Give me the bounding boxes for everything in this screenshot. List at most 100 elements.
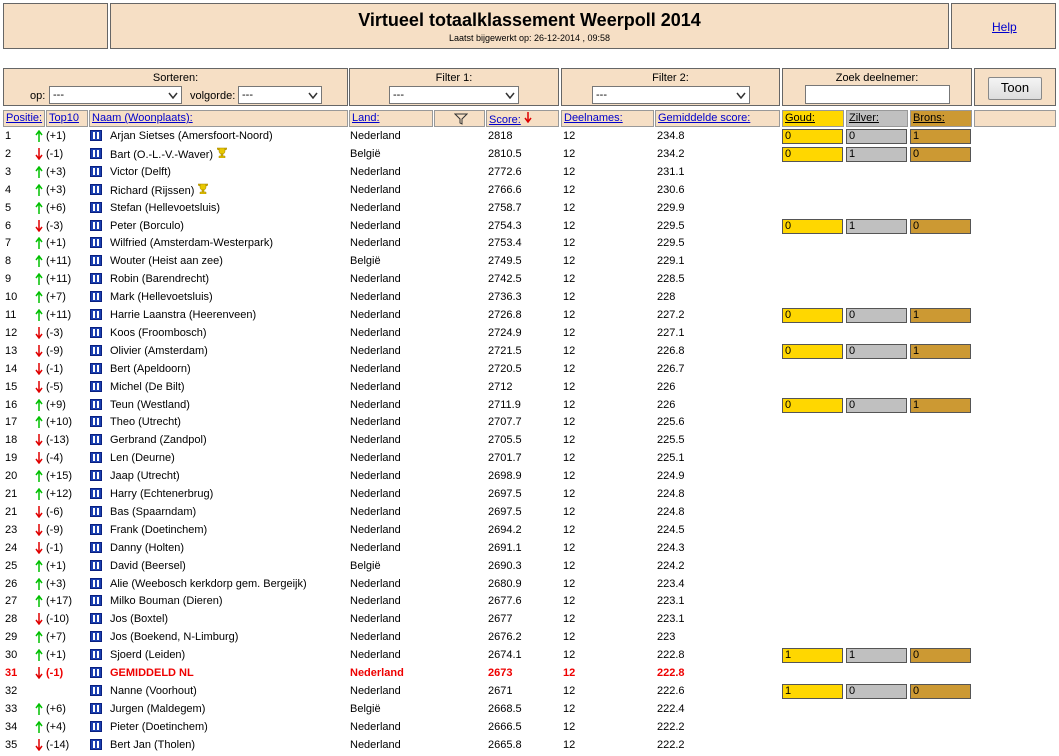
profile-icon[interactable] (90, 541, 102, 553)
profile-icon[interactable] (90, 273, 102, 285)
select-value: --- (596, 89, 607, 101)
profile-icon[interactable] (90, 613, 102, 625)
profile-icon[interactable] (90, 237, 102, 249)
position-change: (-1) (46, 667, 64, 679)
arrow-icon (35, 165, 43, 178)
col-land[interactable]: Land: (349, 110, 433, 127)
name: Robin (Barendrecht) (110, 273, 210, 286)
profile-icon[interactable] (90, 595, 102, 607)
search-input[interactable] (805, 85, 950, 104)
average-score: 222.2 (657, 720, 685, 733)
col-header[interactable]: Positie: (6, 112, 43, 124)
profile-icon[interactable] (90, 738, 102, 750)
col-header[interactable]: Brons: (913, 112, 945, 124)
arrow-icon (35, 416, 43, 429)
col-top10[interactable]: Top10 (46, 110, 88, 127)
average-score: 225.1 (657, 452, 685, 465)
sort-select[interactable]: --- (49, 86, 182, 104)
profile-icon[interactable] (90, 201, 102, 213)
name: Theo (Utrecht) (110, 416, 181, 429)
profile-icon[interactable] (90, 344, 102, 356)
arrow-up (35, 630, 43, 647)
profile-icon[interactable] (90, 505, 102, 517)
col-avg[interactable]: Gemiddelde score: (655, 110, 780, 127)
col-empty (974, 110, 1056, 127)
name: Frank (Doetinchem) (110, 523, 208, 536)
position: 29 (5, 631, 18, 644)
position: 34 (5, 720, 18, 733)
profile-icon[interactable] (90, 416, 102, 428)
filter2-select[interactable]: --- (592, 86, 750, 104)
score: 2724.9 (488, 326, 522, 339)
profile-icon[interactable] (90, 147, 102, 159)
help-link[interactable]: Help (992, 20, 1017, 34)
profile-icon[interactable] (90, 291, 102, 303)
col-gold[interactable]: Goud: (782, 110, 844, 127)
col-deelnames[interactable]: Deelnames: (561, 110, 654, 127)
flag-icon (90, 201, 102, 217)
filter2-box: Filter 2: --- (561, 68, 780, 106)
medal-count: 1 (782, 648, 843, 664)
col-silver[interactable]: Zilver: (846, 110, 908, 127)
profile-icon[interactable] (90, 309, 102, 320)
position-change: (+15) (46, 470, 72, 483)
profile-icon[interactable] (90, 130, 102, 141)
participations: 12 (563, 130, 576, 142)
col-bronze[interactable]: Brons: (910, 110, 972, 127)
toon-button[interactable]: Toon (988, 77, 1042, 100)
order-select[interactable]: --- (238, 86, 322, 104)
profile-icon[interactable] (90, 649, 102, 661)
profile-icon[interactable] (90, 470, 102, 482)
col-header[interactable]: Naam (Woonplaats): (92, 112, 193, 124)
profile-icon[interactable] (90, 380, 102, 392)
profile-icon[interactable] (90, 219, 102, 231)
col-score[interactable]: Score: (486, 110, 559, 127)
col-filter[interactable] (434, 110, 485, 127)
filter-icon[interactable] (454, 113, 468, 125)
medal-count: 0 (846, 129, 907, 144)
sort-box: Sorteren: op: --- volgorde: --- (3, 68, 348, 106)
col-header[interactable]: Land: (352, 112, 380, 124)
name: Wouter (Heist aan zee) (110, 255, 223, 268)
col-header[interactable]: Goud: (785, 112, 815, 124)
col-header[interactable]: Gemiddelde score: (658, 112, 751, 124)
profile-icon[interactable] (90, 684, 102, 696)
position: 28 (5, 613, 18, 626)
profile-icon[interactable] (90, 255, 102, 267)
name-cell: Mark (Hellevoetsluis) (110, 290, 213, 304)
score: 2701.7 (488, 452, 522, 465)
name-cell: Wouter (Heist aan zee) (110, 254, 223, 268)
col-header[interactable]: Score: (489, 114, 521, 126)
col-name[interactable]: Naam (Woonplaats): (89, 110, 348, 127)
name: Stefan (Hellevoetsluis) (110, 201, 221, 214)
col-header[interactable]: Deelnames: (564, 112, 623, 124)
filter1-select[interactable]: --- (389, 86, 519, 104)
participations: 12 (563, 291, 576, 304)
country: Nederland (350, 362, 401, 375)
header-title-box: Virtueel totaalklassement Weerpoll 2014 … (110, 3, 949, 49)
profile-icon[interactable] (90, 434, 102, 446)
score: 2726.8 (488, 309, 522, 321)
profile-icon[interactable] (90, 720, 102, 732)
profile-icon[interactable] (90, 326, 102, 338)
arrow-icon (35, 595, 43, 608)
profile-icon[interactable] (90, 523, 102, 535)
profile-icon[interactable] (90, 165, 102, 177)
col-header[interactable]: Zilver: (849, 112, 879, 124)
profile-icon[interactable] (90, 398, 102, 410)
profile-icon[interactable] (90, 577, 102, 589)
position-change: (+1) (46, 237, 66, 250)
profile-icon[interactable] (90, 452, 102, 464)
profile-icon[interactable] (90, 183, 102, 195)
col-pos[interactable]: Positie: (3, 110, 45, 127)
profile-icon[interactable] (90, 702, 102, 714)
profile-icon[interactable] (90, 631, 102, 643)
profile-icon[interactable] (90, 559, 102, 571)
arrow-up (35, 237, 43, 253)
col-header[interactable]: Top10 (49, 112, 79, 124)
profile-icon[interactable] (90, 362, 102, 374)
profile-icon[interactable] (90, 488, 102, 499)
country: Nederland (350, 667, 404, 679)
profile-icon[interactable] (90, 667, 102, 678)
